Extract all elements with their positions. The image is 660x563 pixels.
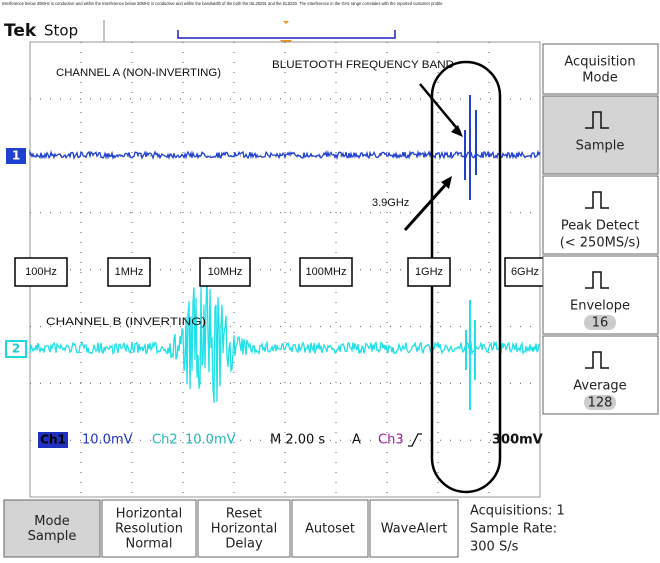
- ch1-marker-box: [6, 148, 26, 164]
- ch2-status: Ch2: [152, 433, 178, 448]
- menu-item-sub: (< 250MS/s): [560, 236, 641, 251]
- button-label: Reset: [226, 507, 262, 522]
- menu-item-sub: 128: [588, 396, 613, 411]
- menu-item-sub: 16: [592, 316, 609, 331]
- button[interactable]: [197, 499, 291, 558]
- frequency-box: [199, 257, 251, 287]
- state: Stop: [44, 22, 78, 40]
- menu-sub-box: [584, 395, 616, 410]
- menu-title: Mode: [582, 71, 617, 86]
- ch2-scale: 10.0mV: [185, 433, 236, 448]
- arrowhead: [441, 176, 452, 189]
- frequency-box: [299, 257, 353, 287]
- menu-item-box[interactable]: [542, 95, 659, 175]
- ch1-scale: 10.0mV: [82, 433, 133, 448]
- frequency-label: 10MHz: [208, 266, 243, 278]
- menu-item-label: Sample: [576, 139, 625, 154]
- marker-label: 3.9GHz: [372, 197, 409, 209]
- button-label: Horizontal: [116, 507, 182, 522]
- trigger-level: 300mV: [492, 433, 543, 448]
- ch1-status-box: [38, 432, 68, 448]
- brand: Tek: [4, 21, 37, 41]
- band-label: BLUETOOTH FREQUENCY BAND: [272, 59, 454, 71]
- ch1-spike: [464, 95, 477, 200]
- menu-icon: [585, 351, 609, 369]
- button[interactable]: [291, 499, 369, 558]
- traces: [29, 95, 541, 410]
- menu-item-label: Peak Detect: [561, 219, 639, 234]
- frequency-box: [407, 257, 451, 287]
- graticule: [29, 41, 541, 498]
- button-label: WaveAlert: [381, 522, 448, 537]
- ch1-marker: 1: [12, 149, 20, 163]
- menu-sub-box: [584, 315, 616, 330]
- menu-icon: [585, 271, 609, 289]
- button-label: Mode: [34, 514, 69, 529]
- menu-item-label: Envelope: [570, 299, 630, 314]
- menu-item-box[interactable]: [542, 255, 659, 335]
- trigger-position: [283, 21, 289, 24]
- info-line: 300 S/s: [470, 540, 519, 555]
- channel-a-label: CHANNEL A (NON-INVERTING): [56, 67, 221, 79]
- frequency-label: 100MHz: [306, 266, 347, 278]
- info-line: Sample Rate:: [470, 522, 557, 537]
- frequency-box: [107, 257, 151, 287]
- arrow: [419, 83, 461, 133]
- arrow: [403, 180, 450, 232]
- record-bracket: [177, 30, 396, 39]
- ch1-status: Ch1: [40, 433, 66, 447]
- ch2-spike: [465, 300, 476, 410]
- trigger: A: [352, 433, 361, 448]
- button-label: Normal: [125, 537, 172, 552]
- ch2-marker-box: [5, 340, 27, 358]
- menu-item-label: Average: [573, 379, 626, 394]
- ch2-marker: 2: [12, 342, 20, 356]
- menu-title-box: [542, 43, 659, 95]
- menu-item-box[interactable]: [542, 175, 659, 255]
- frequency-label: 6GHz: [511, 266, 539, 278]
- timebase: M 2.00 s: [270, 433, 325, 448]
- ch1-trace: [29, 149, 541, 161]
- arrowhead: [451, 125, 463, 137]
- info-line: Acquisitions: 1: [470, 504, 565, 519]
- button[interactable]: [369, 499, 459, 558]
- frequency-label: 1MHz: [115, 266, 144, 278]
- button-label: Autoset: [305, 522, 355, 537]
- button-label: Horizontal: [211, 522, 277, 537]
- caption: Interference below 30MHz is conductive a…: [2, 1, 443, 6]
- button[interactable]: [3, 499, 101, 558]
- button-label: Resolution: [115, 522, 183, 537]
- menu-icon: [585, 111, 609, 129]
- channel-b-label: CHANNEL B (INVERTING): [46, 316, 206, 328]
- button-label: Sample: [28, 529, 77, 544]
- trigger-source: Ch3: [378, 433, 404, 448]
- ch2-trace: [29, 278, 541, 403]
- menu-icon: [585, 191, 609, 209]
- button[interactable]: [101, 499, 197, 558]
- frequency-label: 100Hz: [25, 266, 57, 278]
- frequency-label: 1GHz: [415, 266, 443, 278]
- menu-title: Acquisition: [564, 55, 635, 70]
- trigger-slope: [408, 433, 422, 447]
- frequency-box: [14, 257, 68, 287]
- button-label: Delay: [225, 537, 263, 552]
